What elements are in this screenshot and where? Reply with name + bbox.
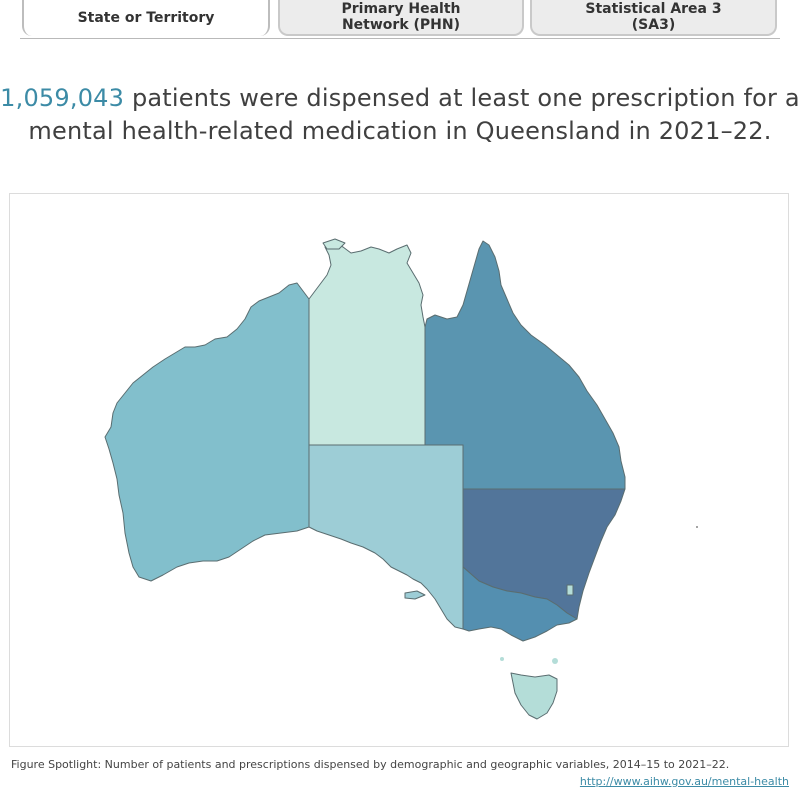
tab-bar: State or Territory Primary Health Networ… (20, 0, 780, 39)
region-queensland[interactable] (424, 240, 626, 490)
headline-line-1-text: patients were dispensed at least one pre… (124, 84, 800, 112)
headline: 1,059,043 patients were dispensed at lea… (0, 82, 800, 148)
headline-line-2: mental health-related medication in Quee… (28, 117, 772, 145)
tab-state-or-territory[interactable]: State or Territory (22, 0, 270, 36)
tab-label-line2: (SA3) (631, 17, 676, 33)
lord-howe-island (696, 526, 698, 528)
region-western-australia[interactable] (104, 282, 310, 582)
tab-statistical-area-3[interactable]: Statistical Area 3 (SA3) (530, 0, 777, 36)
melville-island (322, 238, 346, 250)
region-northern-territory[interactable] (308, 242, 426, 446)
figure-caption: Figure Spotlight: Number of patients and… (11, 758, 730, 771)
tab-label-line1: Primary Health (341, 1, 461, 17)
australia-map (104, 238, 698, 720)
tab-primary-health-network[interactable]: Primary Health Network (PHN) (278, 0, 524, 36)
flinders-island (552, 658, 558, 664)
aihw-link[interactable]: http://www.aihw.gov.au/mental-health (579, 775, 789, 788)
region-south-australia[interactable] (308, 444, 464, 630)
tab-label-line2: Network (PHN) (341, 17, 461, 33)
region-australian-capital-territory[interactable] (566, 584, 574, 596)
patient-count: 1,059,043 (0, 84, 125, 112)
region-tasmania[interactable] (510, 672, 558, 720)
region-victoria[interactable] (462, 566, 578, 642)
tab-label-line1: Statistical Area 3 (585, 1, 722, 17)
kangaroo-island (404, 590, 426, 600)
headline-line-1: 1,059,043 patients were dispensed at lea… (0, 82, 800, 115)
map-frame (9, 193, 789, 747)
king-island (500, 657, 504, 661)
tab-label: State or Territory (77, 10, 215, 26)
